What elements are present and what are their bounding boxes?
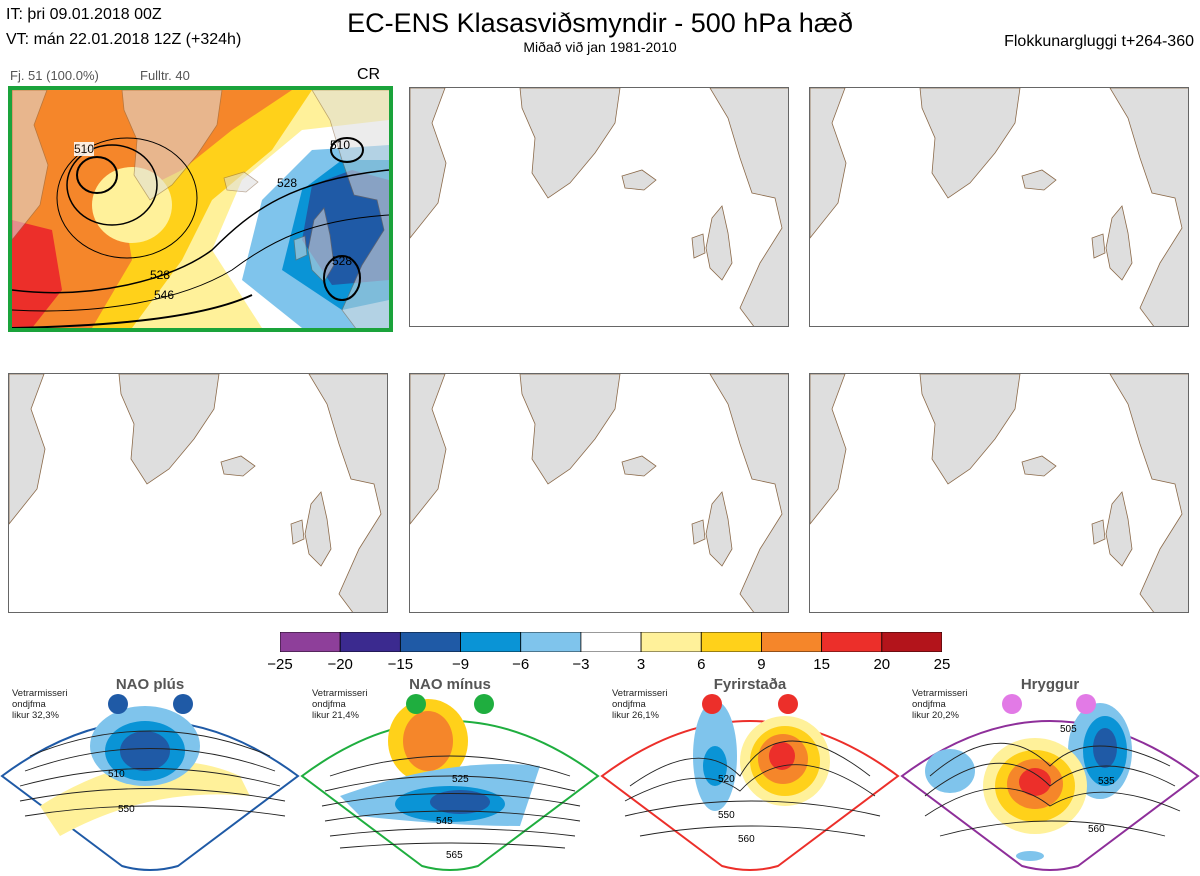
colorbar-tick-label: −25 (267, 656, 293, 673)
contour-label: 525 (452, 774, 469, 785)
contour-label: 528 (150, 268, 171, 282)
colorbar-swatch (640, 631, 702, 653)
regime-name: NAO plús (115, 676, 185, 693)
contour-label: 510 (330, 138, 351, 152)
cluster-map-2[interactable] (409, 87, 789, 327)
colorbar (279, 631, 943, 653)
colorbar-swatch (700, 631, 762, 653)
colorbar-tick-label: 20 (873, 656, 891, 673)
cluster-map-1[interactable]: 510 510 528 528 528 546 (8, 86, 393, 332)
regime-probability: Vetrarmisseri ondjfma likur 32,3% (12, 688, 68, 721)
page-title: EC-ENS Klasasviðsmyndir - 500 hPa hæð (347, 8, 853, 38)
contour-label: 565 (446, 850, 463, 861)
colorbar-swatch (881, 631, 943, 653)
regime-panel-ridge: Hryggur Vetrarmisseri ondjfma likur 20,2% … (900, 676, 1200, 871)
colorbar-swatch (520, 631, 582, 653)
classification-window: Flokkunargluggi t+264-360 (1004, 33, 1194, 50)
colorbar-tick-label: 9 (757, 656, 766, 673)
contour-label: 550 (118, 804, 135, 815)
colorbar-swatch (761, 631, 823, 653)
contour-label: 528 (277, 176, 298, 190)
contour-label: 560 (738, 834, 755, 845)
colorbar-tick-label: −6 (512, 656, 530, 673)
representative-member: Fulltr. 40 (140, 68, 190, 83)
colorbar-swatch (399, 631, 461, 653)
cluster-map-5[interactable] (409, 373, 789, 613)
contour-label: 560 (1088, 824, 1105, 835)
colorbar-tick-label: 3 (636, 656, 646, 673)
regime-probability: Vetrarmisseri ondjfma likur 26,1% (612, 688, 668, 721)
contour-label: 545 (436, 816, 453, 827)
regime-probability: Vetrarmisseri ondjfma likur 20,2% (912, 688, 968, 721)
regime-panel-blocking: Fyrirstaða Vetrarmisseri ondjfma likur 26,… (600, 676, 900, 871)
colorbar-tick-label: −9 (451, 656, 470, 673)
contour-label: 510 (108, 769, 125, 780)
regime-name: Fyrirstaða (713, 676, 787, 693)
colorbar-tick-label: −20 (327, 656, 353, 673)
contour-label: 510 (74, 142, 95, 156)
contour-label: 528 (332, 254, 353, 268)
regime-panel-nao-plus: NAO plús Vetrarmisseri ondjfma likur 32,3%… (0, 676, 300, 871)
colorbar-tick-label: −3 (572, 656, 590, 673)
contour-label: 520 (718, 774, 735, 785)
contour-label: 546 (154, 288, 175, 302)
page-subtitle: Miðað við jan 1981-2010 (523, 39, 677, 55)
contour-label: 550 (718, 810, 735, 821)
cluster-map-4[interactable] (8, 373, 388, 613)
regime-panel-nao-minus: NAO mínus Vetrarmisseri ondjfma likur 21,4… (300, 676, 600, 871)
cluster-map-3[interactable] (809, 87, 1189, 327)
colorbar-swatch (279, 631, 341, 653)
colorbar-swatch (460, 631, 522, 653)
colorbar-swatch (339, 631, 401, 653)
colorbar-tick-label: −15 (387, 656, 414, 673)
init-time: IT: þri 09.01.2018 00Z (6, 6, 162, 23)
contour-label: 535 (1098, 776, 1115, 787)
colorbar-tick-label: 15 (813, 656, 830, 673)
colorbar-tick-label: 6 (697, 656, 706, 673)
regime-name: Hryggur (1020, 676, 1080, 693)
valid-time: VT: mán 22.01.2018 12Z (+324h) (6, 31, 242, 48)
regime-name: NAO mínus (409, 676, 491, 693)
colorbar-swatch (821, 631, 883, 653)
colorbar-tick-label: 25 (933, 656, 951, 673)
contour-label: 505 (1060, 724, 1077, 735)
member-count: Fj. 51 (100.0%) (10, 68, 99, 83)
colorbar-swatch (580, 631, 642, 653)
regime-code: CR (357, 66, 381, 83)
regime-probability: Vetrarmisseri ondjfma likur 21,4% (312, 688, 368, 721)
cluster-map-6[interactable] (809, 373, 1189, 613)
